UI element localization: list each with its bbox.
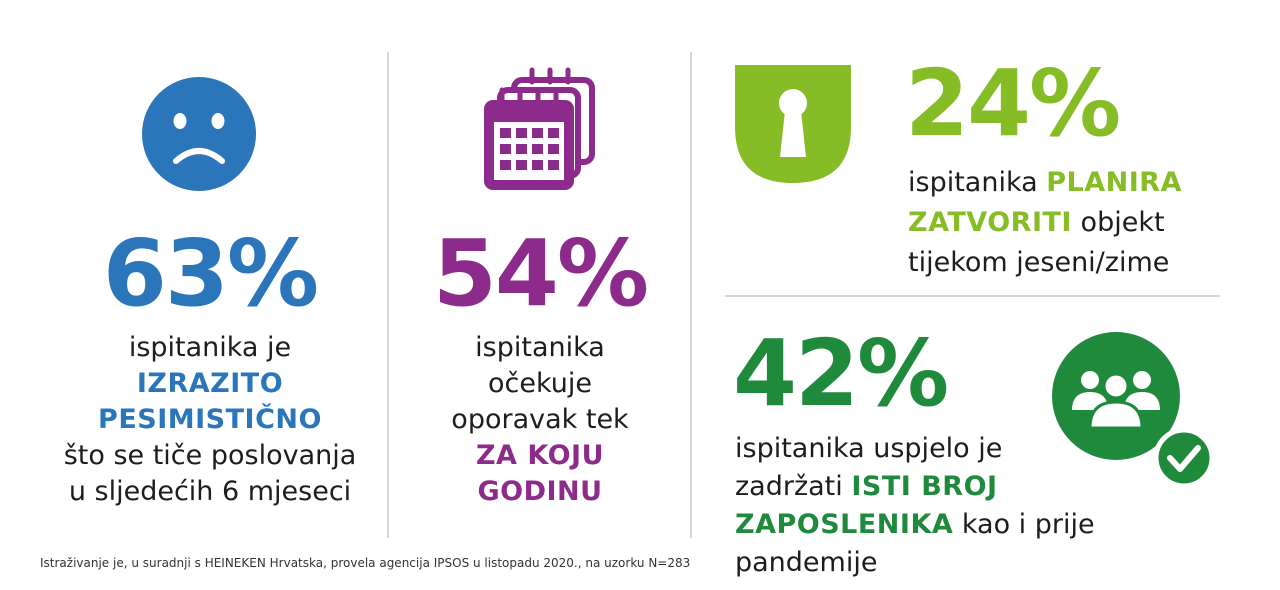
description-line: ispitanika <box>475 332 605 363</box>
emphasis-text: IZRAZITO <box>136 368 284 399</box>
stat-description: ispitanika uspjelo je zadržati ISTI BROJ… <box>735 430 1235 582</box>
stat-value: 63% <box>102 220 319 327</box>
plain-text: kao i prije pandemije <box>735 509 1095 578</box>
description-line: što se tiče poslovanja <box>63 440 357 471</box>
divider-horizontal <box>725 295 1220 297</box>
description-line: ZAPOSLENIKA kao i prije pandemije <box>735 506 1235 582</box>
description-line: ispitanika uspjelo je <box>735 433 1003 464</box>
description-line: u sljedećih 6 mjeseci <box>68 476 352 507</box>
keyhole-shield-icon <box>735 65 851 183</box>
plain-text: ispitanika <box>908 167 1047 198</box>
emphasis-text: PLANIRA <box>1046 167 1182 198</box>
description-line: ZATVORITI objekt <box>908 203 1228 243</box>
emphasis-text: PESIMISTIČNO <box>98 404 322 435</box>
plain-text: zadržati <box>735 471 852 502</box>
description-line: ispitanika je <box>128 332 292 363</box>
calendar-icon <box>484 67 595 190</box>
emphasis-text: ZA KOJU <box>475 440 604 471</box>
sad-face-icon <box>142 77 256 191</box>
description-line: oporavak tek <box>451 404 629 435</box>
emphasis-text: ZATVORITI <box>908 207 1072 238</box>
stat-value: 24% <box>905 50 1121 157</box>
description-line: tijekom jeseni/zime <box>908 247 1170 278</box>
stat-description: ispitanika je IZRAZITO PESIMISTIČNO što … <box>20 330 400 510</box>
emphasis-text: GODINU <box>477 476 603 507</box>
team-check-icon <box>1052 332 1215 489</box>
stat-description: ispitanika očekuje oporavak tek ZA KOJU … <box>390 330 690 510</box>
stat-value: 42% <box>733 320 949 427</box>
emphasis-text: ISTI BROJ <box>851 471 998 502</box>
stat-description: ispitanika PLANIRA ZATVORITI objekt tije… <box>908 163 1228 283</box>
divider-right <box>690 52 692 538</box>
description-line: zadržati ISTI BROJ <box>735 468 1235 506</box>
description-line: ispitanika PLANIRA <box>908 163 1228 203</box>
footnote: Istraživanje je, u suradnji s HEINEKEN H… <box>40 556 691 570</box>
divider-left <box>387 52 389 538</box>
emphasis-text: ZAPOSLENIKA <box>735 509 954 540</box>
stat-value: 54% <box>432 220 649 327</box>
plain-text: objekt <box>1071 207 1165 238</box>
description-line: očekuje <box>487 368 592 399</box>
